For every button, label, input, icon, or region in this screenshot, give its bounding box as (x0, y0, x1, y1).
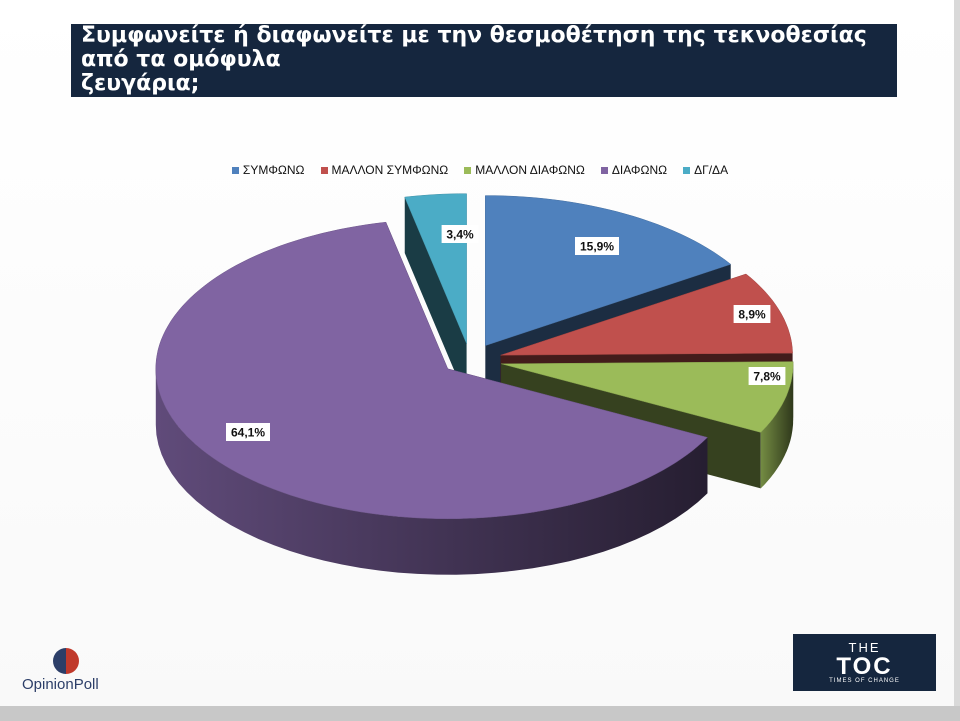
data-label: 3,4% (441, 225, 479, 243)
title-line-1: Συμφωνείτε ή διαφωνείτε με την θεσμοθέτη… (81, 23, 867, 72)
legend-item: ΔΙΑΦΩΝΩ (600, 163, 668, 177)
title-band: Συμφωνείτε ή διαφωνείτε με την θεσμοθέτη… (71, 24, 897, 97)
legend-swatch (464, 166, 472, 174)
legend-label: ΔΓ/ΔΑ (694, 163, 729, 177)
slide: Συμφωνείτε ή διαφωνείτε με την θεσμοθέτη… (0, 0, 960, 706)
toc-logo-sub: TIMES OF CHANGE (829, 678, 900, 684)
opinion-poll-logo: OpinionPoll (22, 648, 118, 698)
data-label-text: 8,9% (738, 308, 766, 322)
opinion-poll-logo-text: OpinionPoll (22, 676, 99, 693)
legend-item: ΣΥΜΦΩΝΩ (231, 163, 305, 177)
legend-item: ΜΑΛΛΟΝ ΣΥΜΦΩΝΩ (320, 163, 449, 177)
data-label: 8,9% (733, 305, 771, 323)
data-label-box (226, 423, 270, 441)
pie-tops (155, 193, 794, 520)
bottom-bar (0, 706, 960, 721)
pie-slice-wall (404, 197, 467, 400)
pie-labels: 15,9% 8,9% 7,8% 64,1% 3,4% (226, 225, 786, 441)
data-label-text: 15,9% (580, 240, 614, 254)
data-label-box (748, 367, 786, 385)
legend-swatch (231, 166, 239, 174)
pie-slice-side (760, 363, 794, 489)
pie-slice-3 (155, 221, 708, 520)
data-label-box (575, 237, 619, 255)
toc-logo-main: TOC (836, 653, 893, 680)
legend-swatch (320, 166, 328, 174)
data-label-box (733, 305, 771, 323)
data-label-text: 7,8% (753, 370, 781, 384)
data-label-box (441, 225, 479, 243)
legend-swatch (600, 166, 608, 174)
data-label: 15,9% (575, 237, 619, 255)
pie-slice-1 (500, 273, 793, 356)
legend-item: ΜΑΛΛΟΝ ΔΙΑΦΩΝΩ (464, 163, 585, 177)
data-label-text: 64,1% (231, 426, 265, 440)
legend-label: ΜΑΛΛΟΝ ΔΙΑΦΩΝΩ (475, 163, 585, 177)
title-line-2: ζευγάρια; (81, 71, 200, 96)
the-toc-logo: THE TOC TIMES OF CHANGE (793, 634, 936, 691)
chart-title: Συμφωνείτε ή διαφωνείτε με την θεσμοθέτη… (81, 24, 881, 96)
legend-label: ΣΥΜΦΩΝΩ (242, 163, 305, 177)
pie-chart: 15,9% 8,9% 7,8% 64,1% 3,4% (155, 193, 794, 575)
legend-swatch (683, 166, 691, 174)
pie-slice-2 (501, 361, 794, 433)
legend-label: ΔΙΑΦΩΝΩ (611, 163, 668, 177)
pie-slice-side (155, 368, 708, 575)
chart-legend: ΣΥΜΦΩΝΩ ΜΑΛΛΟΝ ΣΥΜΦΩΝΩ ΜΑΛΛΟΝ ΔΙΑΦΩΝΩ ΔΙΑΦΩ… (0, 163, 960, 177)
legend-item: ΔΓ/ΔΑ (683, 163, 728, 177)
toc-logo-the: THE (848, 640, 881, 655)
data-label: 64,1% (226, 423, 270, 441)
opinion-poll-logo-icon (53, 648, 79, 674)
pie-slice-0 (485, 195, 732, 346)
data-label: 7,8% (748, 367, 786, 385)
data-label-text: 3,4% (446, 228, 474, 242)
legend-label: ΜΑΛΛΟΝ ΣΥΜΦΩΝΩ (331, 163, 449, 177)
